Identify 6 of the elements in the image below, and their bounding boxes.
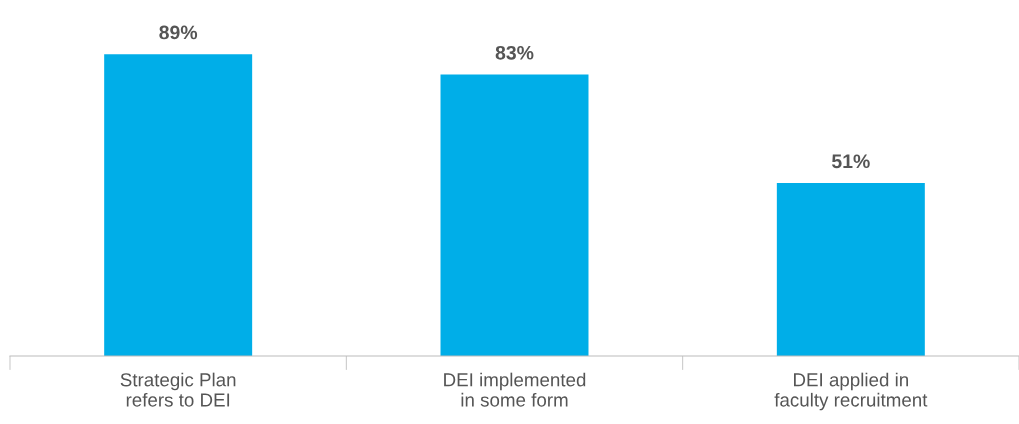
x-tick-label: Strategic Plan refers to DEI [120,372,236,407]
x-tick-label: DEI implemented in some form [444,372,586,407]
data-label: 89% [159,25,198,40]
data-label: 51% [831,154,870,169]
x-tick-label: DEI applied in faculty recruitment [774,372,928,411]
data-label: 83% [495,45,534,60]
